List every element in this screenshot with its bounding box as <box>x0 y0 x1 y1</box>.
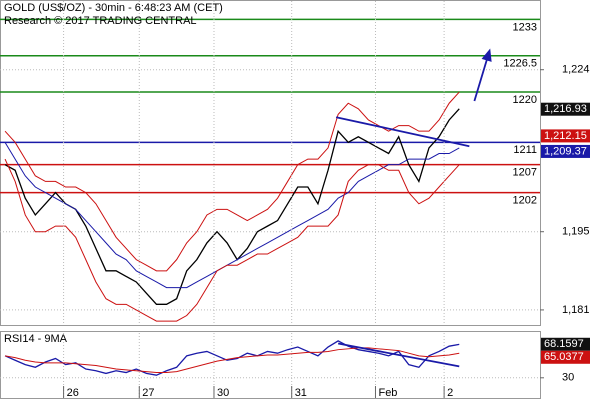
price-tag <box>541 102 590 116</box>
x-tick-label: 31 <box>295 387 307 399</box>
x-tick-label: 27 <box>142 387 154 399</box>
chart-subtitle: Research © 2017 TRADING CENTRAL <box>4 15 197 27</box>
trend-line <box>337 342 460 368</box>
level-label: 1226.5 <box>503 58 537 70</box>
x-tick-label: 2 <box>447 387 453 399</box>
y-tick-label: 1,224 <box>562 64 590 76</box>
series-line <box>4 108 460 305</box>
chart-title: GOLD (US$/OZ) - 30min - 6:48:23 AM (CET) <box>4 2 223 14</box>
price-tag-label: 1,216.93 <box>544 103 587 115</box>
level-label: 1202 <box>513 195 537 207</box>
price-tag-label: 68.1597 <box>544 338 584 350</box>
price-tag-label: 1,209.37 <box>544 145 587 157</box>
price-tag-label: 1,212.15 <box>544 130 587 142</box>
arrow <box>473 48 492 102</box>
price-tag-label: 65.0377 <box>544 351 584 363</box>
series-line <box>4 340 460 376</box>
x-tick-label: 26 <box>67 387 79 399</box>
x-tick-label: Feb <box>378 387 397 399</box>
x-tick-label: 30 <box>217 387 229 399</box>
y-tick-label: 1,181 <box>562 304 590 316</box>
y-tick-label: 30 <box>562 372 574 384</box>
level-label: 1220 <box>513 94 537 106</box>
price-tag <box>541 129 590 143</box>
price-pane <box>0 0 541 326</box>
trend-line <box>335 116 470 148</box>
series-line <box>4 158 460 322</box>
price-tag <box>541 144 590 158</box>
price-tag <box>541 350 590 364</box>
price-tag <box>541 337 590 351</box>
level-label: 1233 <box>513 21 537 33</box>
rsi-title: RSI14 - 9MA <box>4 333 68 345</box>
level-label: 1211 <box>513 144 537 156</box>
level-label: 1207 <box>513 167 537 179</box>
series-line <box>4 347 460 374</box>
y-tick-label: 1,195 <box>562 226 590 238</box>
series-line <box>4 91 460 272</box>
rsi-pane <box>0 331 541 399</box>
